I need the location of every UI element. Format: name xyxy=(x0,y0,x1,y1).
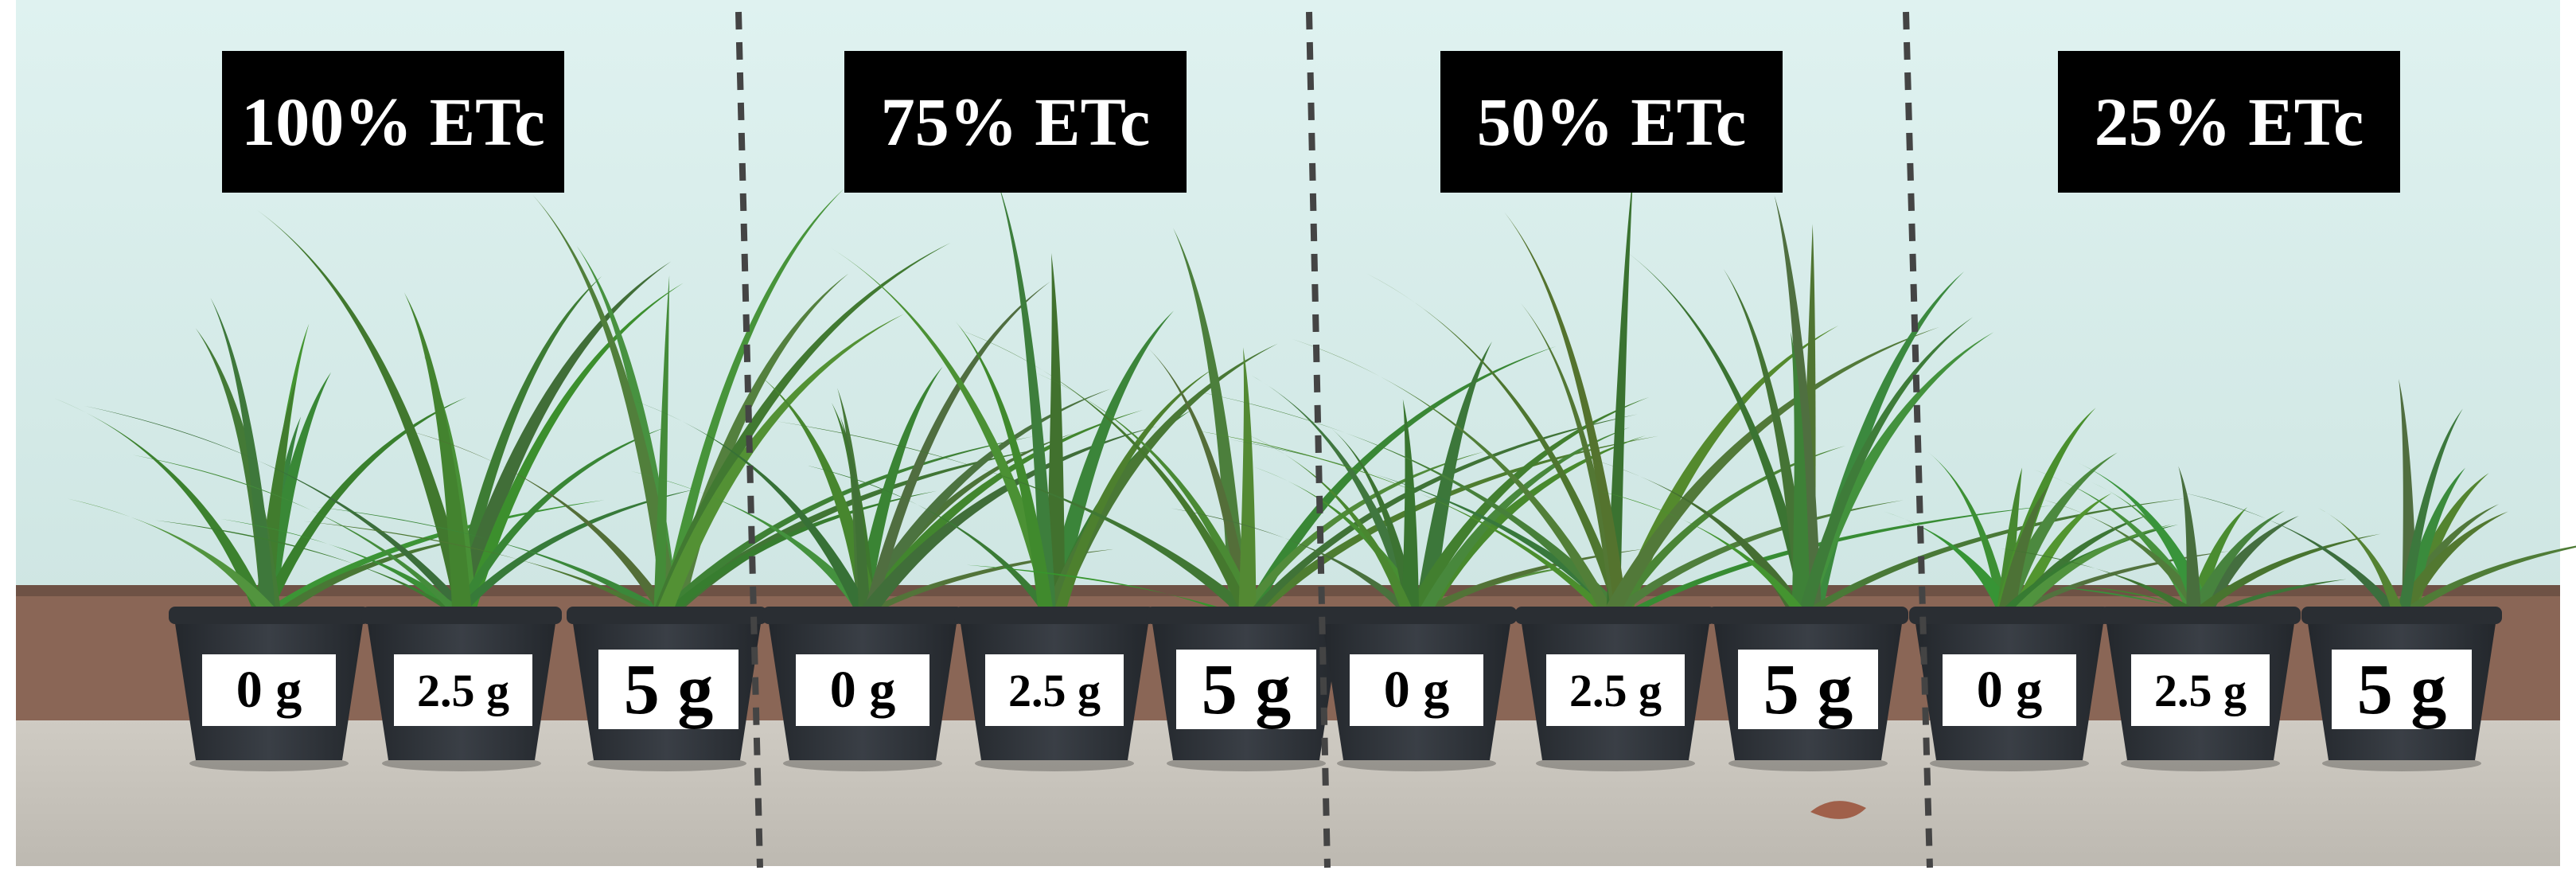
dose-label: 0 g xyxy=(202,654,336,726)
group-label-3: 50% ETc xyxy=(1440,51,1783,193)
dose-label: 0 g xyxy=(796,654,929,726)
dose-label: 5 g xyxy=(1176,650,1316,729)
group-label-1: 100% ETc xyxy=(222,51,564,193)
plants xyxy=(53,172,2576,618)
divider-1 xyxy=(735,11,763,868)
dose-label: 2.5 g xyxy=(2131,654,2270,726)
divider-3 xyxy=(1903,11,1933,868)
dose-label: 5 g xyxy=(2332,650,2472,729)
dose-label: 0 g xyxy=(1943,654,2076,726)
dose-label: 2.5 g xyxy=(985,654,1124,726)
group-label-4: 25% ETc xyxy=(2058,51,2400,193)
dose-label: 2.5 g xyxy=(394,654,532,726)
dose-label: 0 g xyxy=(1350,654,1483,726)
divider-2 xyxy=(1306,11,1331,868)
dose-label: 5 g xyxy=(1738,650,1878,729)
dose-label: 2.5 g xyxy=(1546,654,1685,726)
dose-label: 5 g xyxy=(598,650,739,729)
group-label-2: 75% ETc xyxy=(844,51,1187,193)
